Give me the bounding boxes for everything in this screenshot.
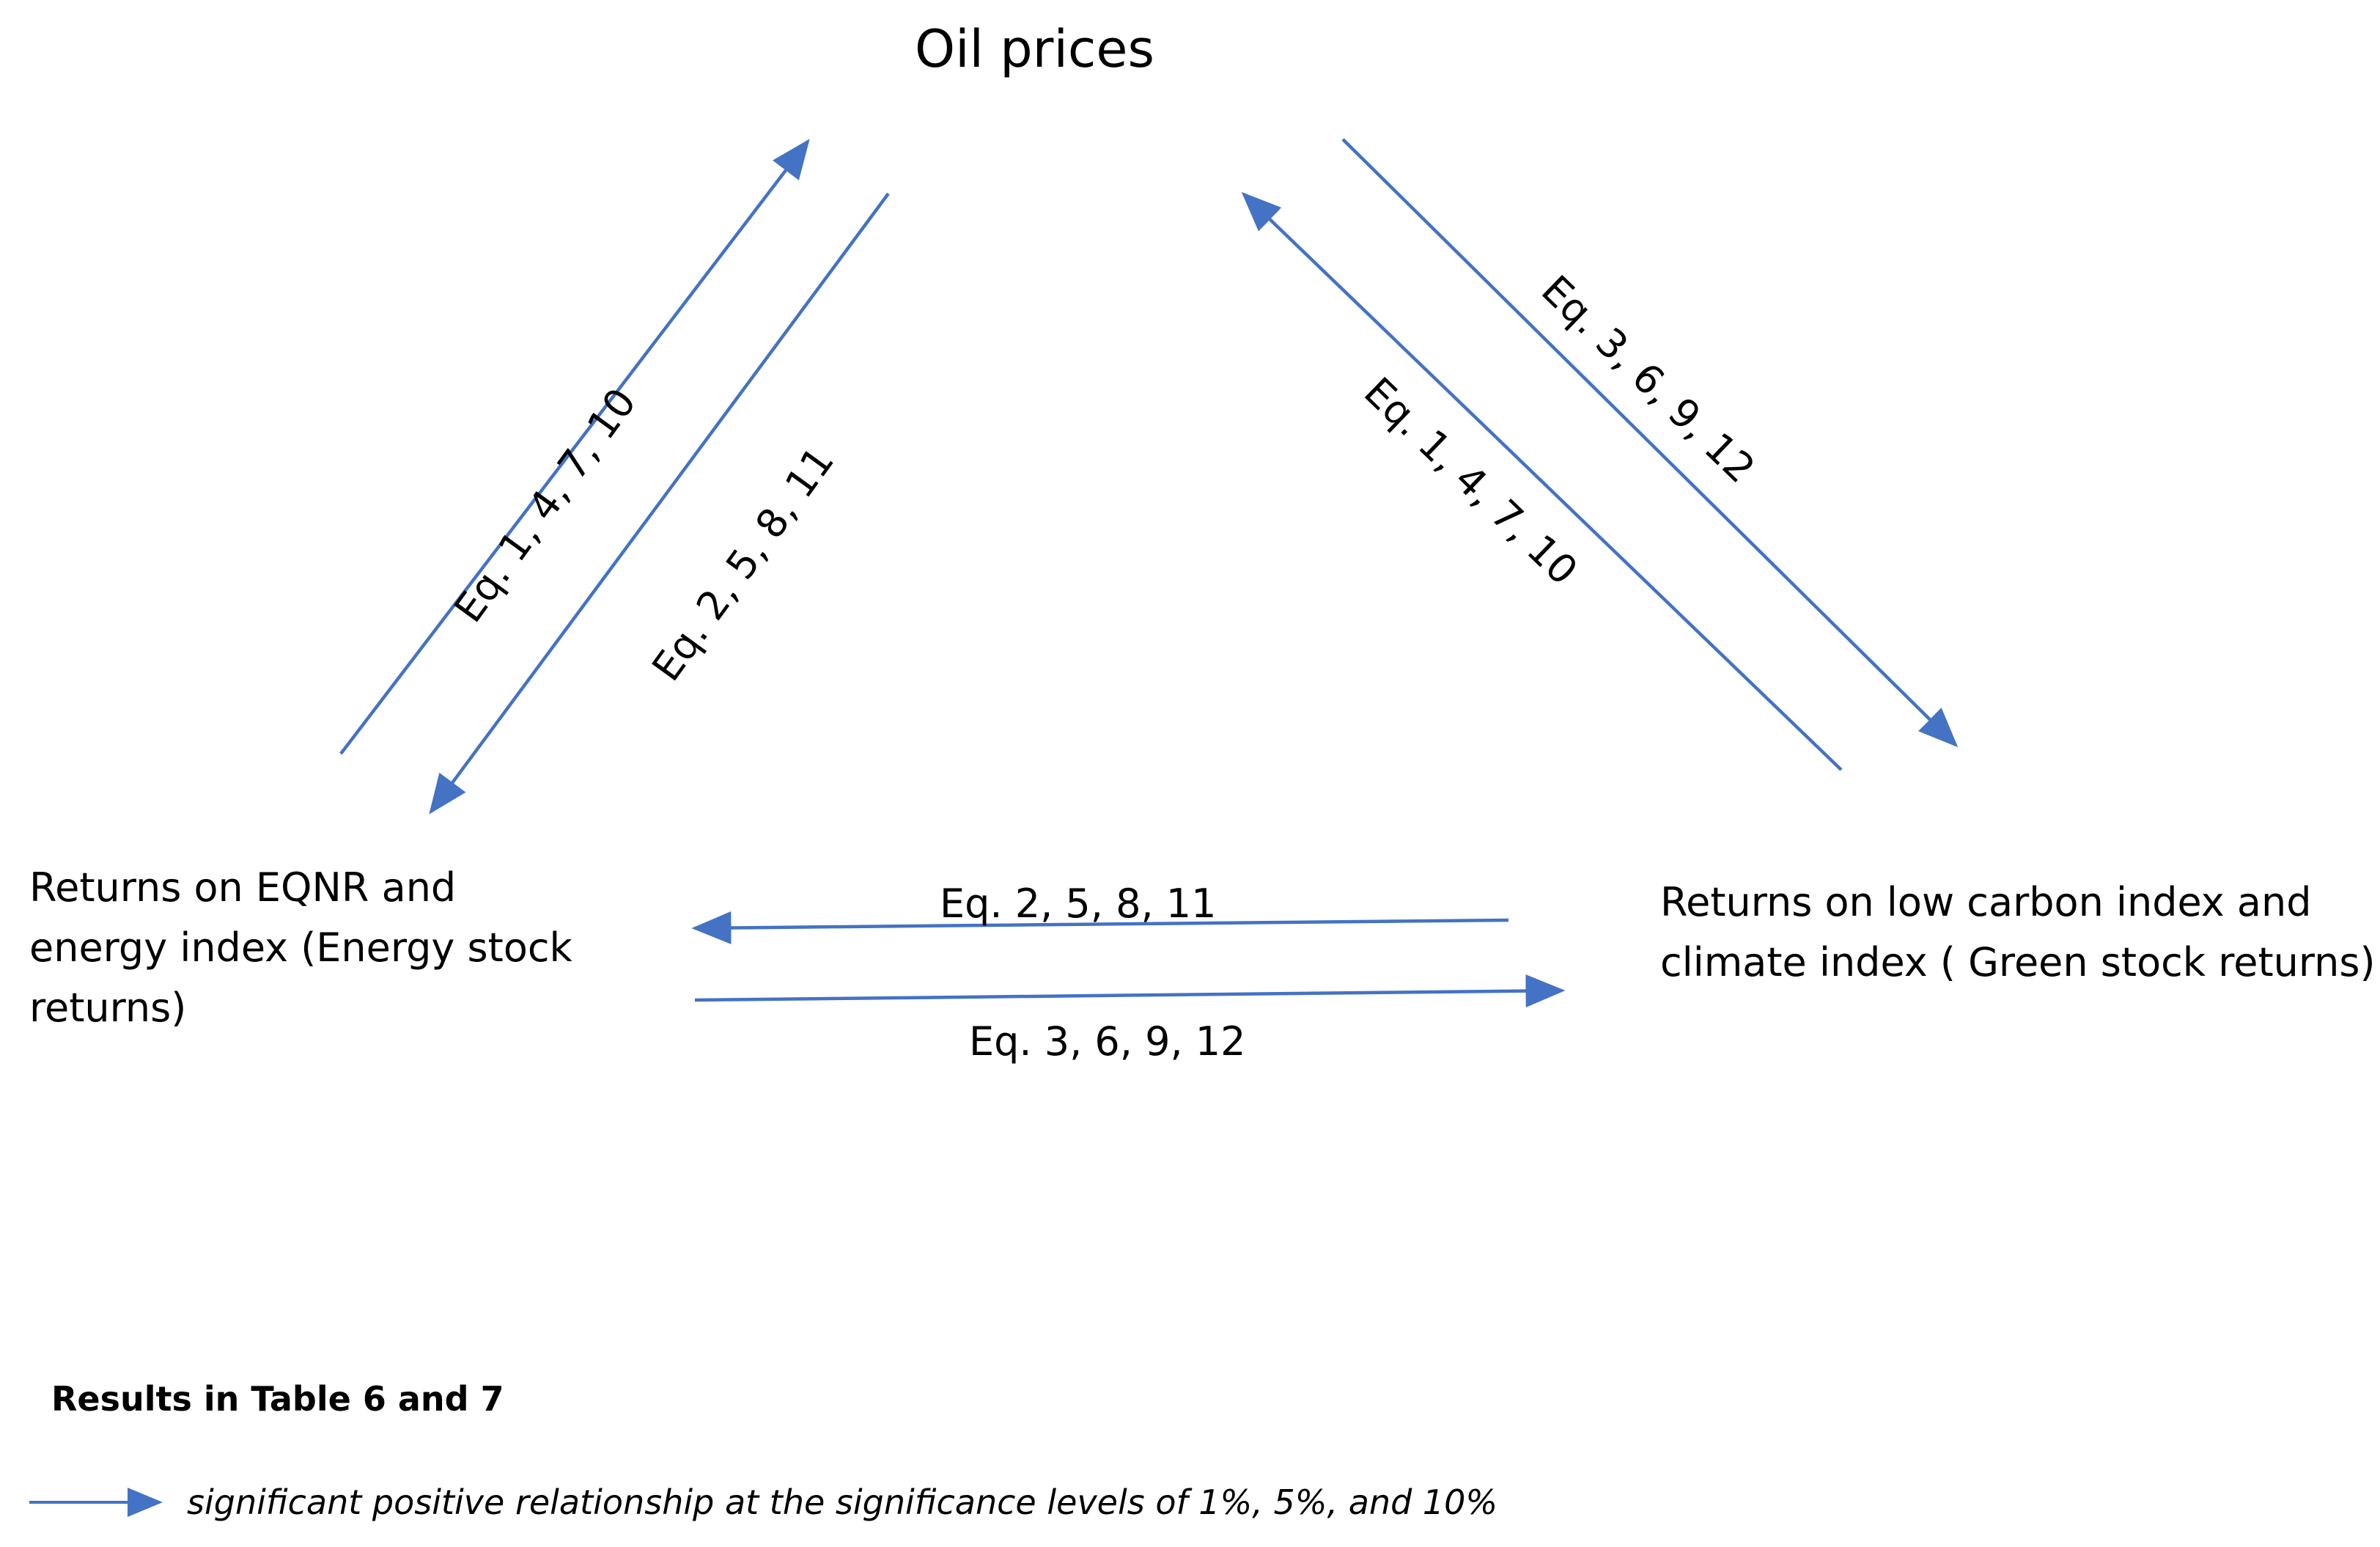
arrow-green-to-oil xyxy=(1241,191,1843,771)
arrow-oil-to-energy xyxy=(429,192,890,815)
edge-label-energy-to-green: Eq. 3, 6, 9, 12 xyxy=(969,1018,1246,1065)
legend-text: significant positive relationship at the… xyxy=(187,1482,1498,1522)
arrow-oil-to-green xyxy=(1341,138,1959,748)
arrow-energy-to-green xyxy=(694,974,1566,1008)
node-oil-prices: Oil prices xyxy=(915,19,1154,79)
legend-title: Results in Table 6 and 7 xyxy=(51,1379,504,1419)
node-energy-stock-returns: Returns on EQNR and energy index (Energy… xyxy=(29,864,572,1031)
arrow-energy-to-oil xyxy=(339,139,810,755)
node-green-stock-returns: Returns on low carbon index and climate … xyxy=(1660,879,2376,985)
arrow-green-to-energy xyxy=(691,911,1509,945)
edge-label-green-to-energy: Eq. 2, 5, 8, 11 xyxy=(940,881,1217,927)
